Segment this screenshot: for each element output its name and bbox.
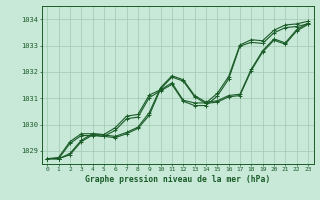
X-axis label: Graphe pression niveau de la mer (hPa): Graphe pression niveau de la mer (hPa) (85, 175, 270, 184)
